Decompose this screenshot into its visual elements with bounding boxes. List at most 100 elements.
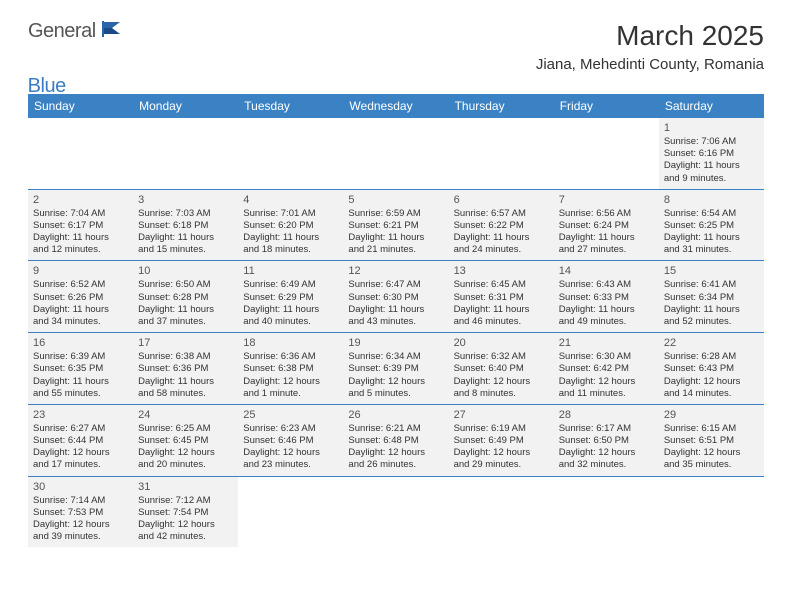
day-number: 17 [138,336,233,350]
day-detail: Daylight: 12 hours [664,376,759,388]
day-number: 9 [33,264,128,278]
calendar-day: 10Sunrise: 6:50 AMSunset: 6:28 PMDayligh… [133,261,238,332]
day-detail: Sunset: 6:21 PM [348,220,443,232]
day-detail: Sunset: 6:40 PM [454,363,549,375]
day-detail: Sunrise: 6:52 AM [33,279,128,291]
day-detail: Sunset: 6:43 PM [664,363,759,375]
day-detail: and 31 minutes. [664,244,759,256]
day-detail: Sunset: 6:20 PM [243,220,338,232]
day-detail: and 55 minutes. [33,388,128,400]
day-number: 26 [348,408,443,422]
day-detail: Sunset: 6:18 PM [138,220,233,232]
day-detail: Sunrise: 6:49 AM [243,279,338,291]
calendar-day: 18Sunrise: 6:36 AMSunset: 6:38 PMDayligh… [238,333,343,404]
day-detail: Daylight: 11 hours [664,232,759,244]
day-number: 28 [559,408,654,422]
day-detail: Sunrise: 6:25 AM [138,423,233,435]
day-detail: Daylight: 12 hours [559,376,654,388]
calendar-day: 29Sunrise: 6:15 AMSunset: 6:51 PMDayligh… [659,405,764,476]
day-number: 18 [243,336,338,350]
day-number: 7 [559,193,654,207]
day-detail: Sunrise: 6:15 AM [664,423,759,435]
calendar-week: 1Sunrise: 7:06 AMSunset: 6:16 PMDaylight… [28,118,764,190]
day-number: 8 [664,193,759,207]
day-detail: and 34 minutes. [33,316,128,328]
day-detail: Sunrise: 7:06 AM [664,136,759,148]
day-detail: Sunset: 6:45 PM [138,435,233,447]
title-block: March 2025 Jiana, Mehedinti County, Roma… [536,20,764,73]
day-detail: Sunset: 6:38 PM [243,363,338,375]
calendar-day: 21Sunrise: 6:30 AMSunset: 6:42 PMDayligh… [554,333,659,404]
calendar-day: 12Sunrise: 6:47 AMSunset: 6:30 PMDayligh… [343,261,448,332]
day-detail: Sunset: 6:22 PM [454,220,549,232]
day-detail: and 52 minutes. [664,316,759,328]
weekday-header-row: SundayMondayTuesdayWednesdayThursdayFrid… [28,94,764,118]
day-detail: Sunrise: 6:41 AM [664,279,759,291]
day-detail: Sunrise: 6:59 AM [348,208,443,220]
day-number: 11 [243,264,338,278]
day-detail: Sunrise: 6:27 AM [33,423,128,435]
day-number: 21 [559,336,654,350]
calendar-week: 23Sunrise: 6:27 AMSunset: 6:44 PMDayligh… [28,405,764,477]
calendar-day-empty [238,118,343,189]
day-detail: Sunset: 6:48 PM [348,435,443,447]
day-detail: and 18 minutes. [243,244,338,256]
calendar-day: 15Sunrise: 6:41 AMSunset: 6:34 PMDayligh… [659,261,764,332]
weekday-header: Monday [133,94,238,118]
calendar-day-empty [238,477,343,548]
day-number: 29 [664,408,759,422]
day-detail: and 58 minutes. [138,388,233,400]
day-detail: Daylight: 11 hours [33,304,128,316]
day-detail: and 29 minutes. [454,459,549,471]
day-number: 4 [243,193,338,207]
day-detail: Daylight: 12 hours [138,447,233,459]
calendar-day: 11Sunrise: 6:49 AMSunset: 6:29 PMDayligh… [238,261,343,332]
calendar-day-empty [28,118,133,189]
calendar-day: 20Sunrise: 6:32 AMSunset: 6:40 PMDayligh… [449,333,554,404]
day-detail: Sunset: 7:54 PM [138,507,233,519]
calendar-day-empty [449,118,554,189]
day-detail: Daylight: 12 hours [138,519,233,531]
logo-text-blue: Blue [28,75,66,98]
day-detail: Sunrise: 6:28 AM [664,351,759,363]
day-detail: Sunset: 6:46 PM [243,435,338,447]
day-detail: and 1 minute. [243,388,338,400]
day-detail: Daylight: 12 hours [348,376,443,388]
day-number: 12 [348,264,443,278]
day-detail: Daylight: 11 hours [664,304,759,316]
calendar-day: 3Sunrise: 7:03 AMSunset: 6:18 PMDaylight… [133,190,238,261]
calendar-day: 6Sunrise: 6:57 AMSunset: 6:22 PMDaylight… [449,190,554,261]
day-number: 19 [348,336,443,350]
day-detail: Daylight: 11 hours [243,304,338,316]
calendar-day: 26Sunrise: 6:21 AMSunset: 6:48 PMDayligh… [343,405,448,476]
day-number: 5 [348,193,443,207]
day-number: 24 [138,408,233,422]
day-detail: and 27 minutes. [559,244,654,256]
calendar-day: 7Sunrise: 6:56 AMSunset: 6:24 PMDaylight… [554,190,659,261]
calendar-day: 30Sunrise: 7:14 AMSunset: 7:53 PMDayligh… [28,477,133,548]
calendar-day: 5Sunrise: 6:59 AMSunset: 6:21 PMDaylight… [343,190,448,261]
day-detail: Sunrise: 6:34 AM [348,351,443,363]
day-detail: and 17 minutes. [33,459,128,471]
day-number: 20 [454,336,549,350]
calendar-day-empty [449,477,554,548]
day-detail: Sunset: 6:44 PM [33,435,128,447]
day-detail: Sunset: 6:28 PM [138,292,233,304]
day-detail: Sunset: 6:36 PM [138,363,233,375]
day-detail: Sunset: 6:26 PM [33,292,128,304]
calendar-day: 9Sunrise: 6:52 AMSunset: 6:26 PMDaylight… [28,261,133,332]
day-detail: Daylight: 11 hours [33,232,128,244]
day-number: 16 [33,336,128,350]
day-detail: and 15 minutes. [138,244,233,256]
day-detail: Sunset: 6:31 PM [454,292,549,304]
day-detail: Sunrise: 6:23 AM [243,423,338,435]
day-detail: Daylight: 11 hours [559,232,654,244]
day-detail: Daylight: 12 hours [348,447,443,459]
day-number: 3 [138,193,233,207]
day-detail: Sunset: 6:51 PM [664,435,759,447]
day-detail: Sunset: 6:34 PM [664,292,759,304]
day-detail: Sunrise: 6:57 AM [454,208,549,220]
day-detail: Sunset: 6:24 PM [559,220,654,232]
day-detail: and 5 minutes. [348,388,443,400]
day-detail: Daylight: 12 hours [243,376,338,388]
